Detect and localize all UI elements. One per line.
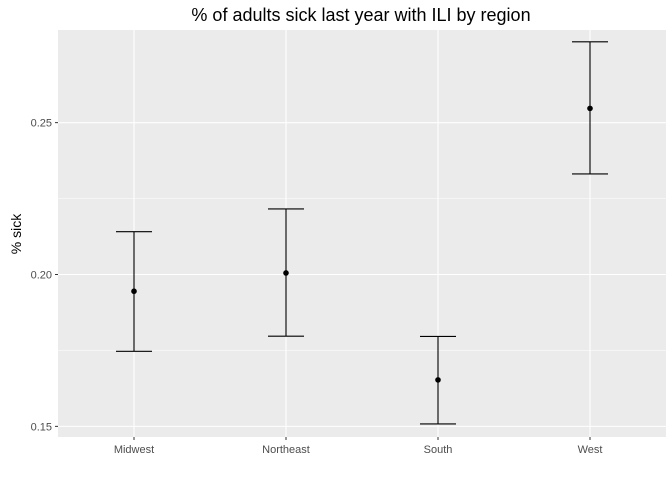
data-point (587, 105, 593, 112)
y-tick-label: 0.20 (31, 270, 52, 282)
y-axis-label: % sick (8, 213, 24, 254)
x-tick-label: South (424, 444, 453, 456)
data-point (435, 377, 441, 383)
y-tick-label: 0.25 (31, 118, 52, 130)
x-tick-label: Midwest (114, 444, 154, 456)
grid-minor (58, 198, 666, 351)
data-point (283, 270, 289, 276)
x-tick-label: West (578, 444, 603, 456)
x-tick-label: Northeast (262, 444, 310, 456)
axis-ticks: 0.15 0.20 0.25 Midwest Northeast South West (31, 118, 603, 456)
chart-marks (116, 41, 608, 425)
data-point (131, 288, 137, 295)
plot-panel (58, 30, 666, 437)
chart-title: % of adults sick last year with ILI by r… (191, 5, 530, 25)
y-tick-label: 0.15 (31, 421, 52, 433)
